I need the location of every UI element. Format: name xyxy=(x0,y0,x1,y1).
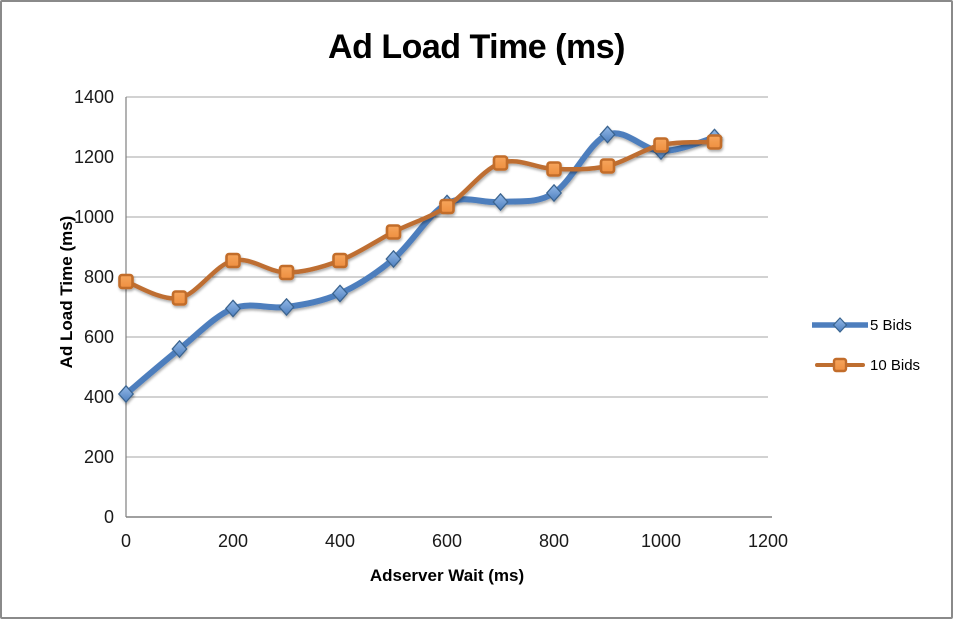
y-tick-label-0: 0 xyxy=(103,507,114,527)
chart-title: Ad Load Time (ms) xyxy=(328,28,625,66)
square-marker-10-bids-x700 xyxy=(492,155,509,171)
y-tick-label-1000: 1000 xyxy=(73,207,114,227)
square-marker-10-bids-x800 xyxy=(546,161,562,177)
diamond-marker-5-bids-x300 xyxy=(278,297,295,317)
series-10-bids xyxy=(118,134,723,306)
series-line-5-bids xyxy=(123,130,718,397)
square-marker-10-bids-x900 xyxy=(599,158,616,174)
square-marker-10-bids-x0 xyxy=(118,273,134,290)
legend-swatch-5-bids xyxy=(812,317,868,333)
diamond-marker-5-bids-x700 xyxy=(492,192,509,212)
square-marker-10-bids-x500 xyxy=(385,224,402,240)
x-tick-label-0: 0 xyxy=(120,531,131,551)
y-tick-label-400: 400 xyxy=(83,387,114,407)
square-marker-10-bids-x1100 xyxy=(706,134,723,150)
square-marker-10-bids-x1000 xyxy=(653,137,669,153)
y-tick-label-800: 800 xyxy=(83,267,114,287)
square-marker-10-bids-x400 xyxy=(332,252,348,269)
x-tick-label-200: 200 xyxy=(217,531,249,551)
legend-label-10-bids: 10 Bids xyxy=(870,356,921,374)
diamond-marker-5-bids-x400 xyxy=(331,284,349,303)
y-axis-title: Ad Load Time (ms) xyxy=(57,215,76,369)
legend-swatch-10-bids xyxy=(815,357,865,373)
series-line-10-bids xyxy=(123,139,717,301)
x-tick-label-600: 600 xyxy=(431,531,463,551)
legend-item-10-bids: 10 Bids xyxy=(812,356,920,374)
y-tick-label-1200: 1200 xyxy=(73,147,114,167)
diamond-marker-5-bids-x200 xyxy=(224,299,242,318)
y-tick-label-1400: 1400 xyxy=(73,87,114,107)
x-tick-label-400: 400 xyxy=(324,531,356,551)
series-5-bids xyxy=(117,125,723,404)
y-tick-label-600: 600 xyxy=(83,327,114,347)
x-tick-label-800: 800 xyxy=(538,531,570,551)
square-marker-10-bids-x600 xyxy=(439,198,455,215)
square-marker-10-bids-x300 xyxy=(278,264,295,281)
diamond-marker-5-bids-x500 xyxy=(385,249,402,269)
diamond-marker-5-bids-x900 xyxy=(599,125,616,144)
square-marker-10-bids-x200 xyxy=(225,252,241,269)
diamond-marker-5-bids-x800 xyxy=(545,183,563,203)
legend-square-marker xyxy=(832,357,848,373)
diamond-marker-5-bids-x0 xyxy=(117,384,135,404)
x-axis-title: Adserver Wait (ms) xyxy=(369,566,525,585)
x-tick-label-1200: 1200 xyxy=(747,531,789,551)
square-marker-10-bids-x100 xyxy=(171,290,188,306)
diamond-marker-5-bids-x100 xyxy=(171,339,188,359)
legend-item-5-bids: 5 Bids xyxy=(812,316,912,334)
y-tick-label-200: 200 xyxy=(83,447,114,467)
legend-diamond-marker xyxy=(832,317,848,333)
legend-label-5-bids: 5 Bids xyxy=(870,316,912,334)
x-tick-label-1000: 1000 xyxy=(640,531,682,551)
